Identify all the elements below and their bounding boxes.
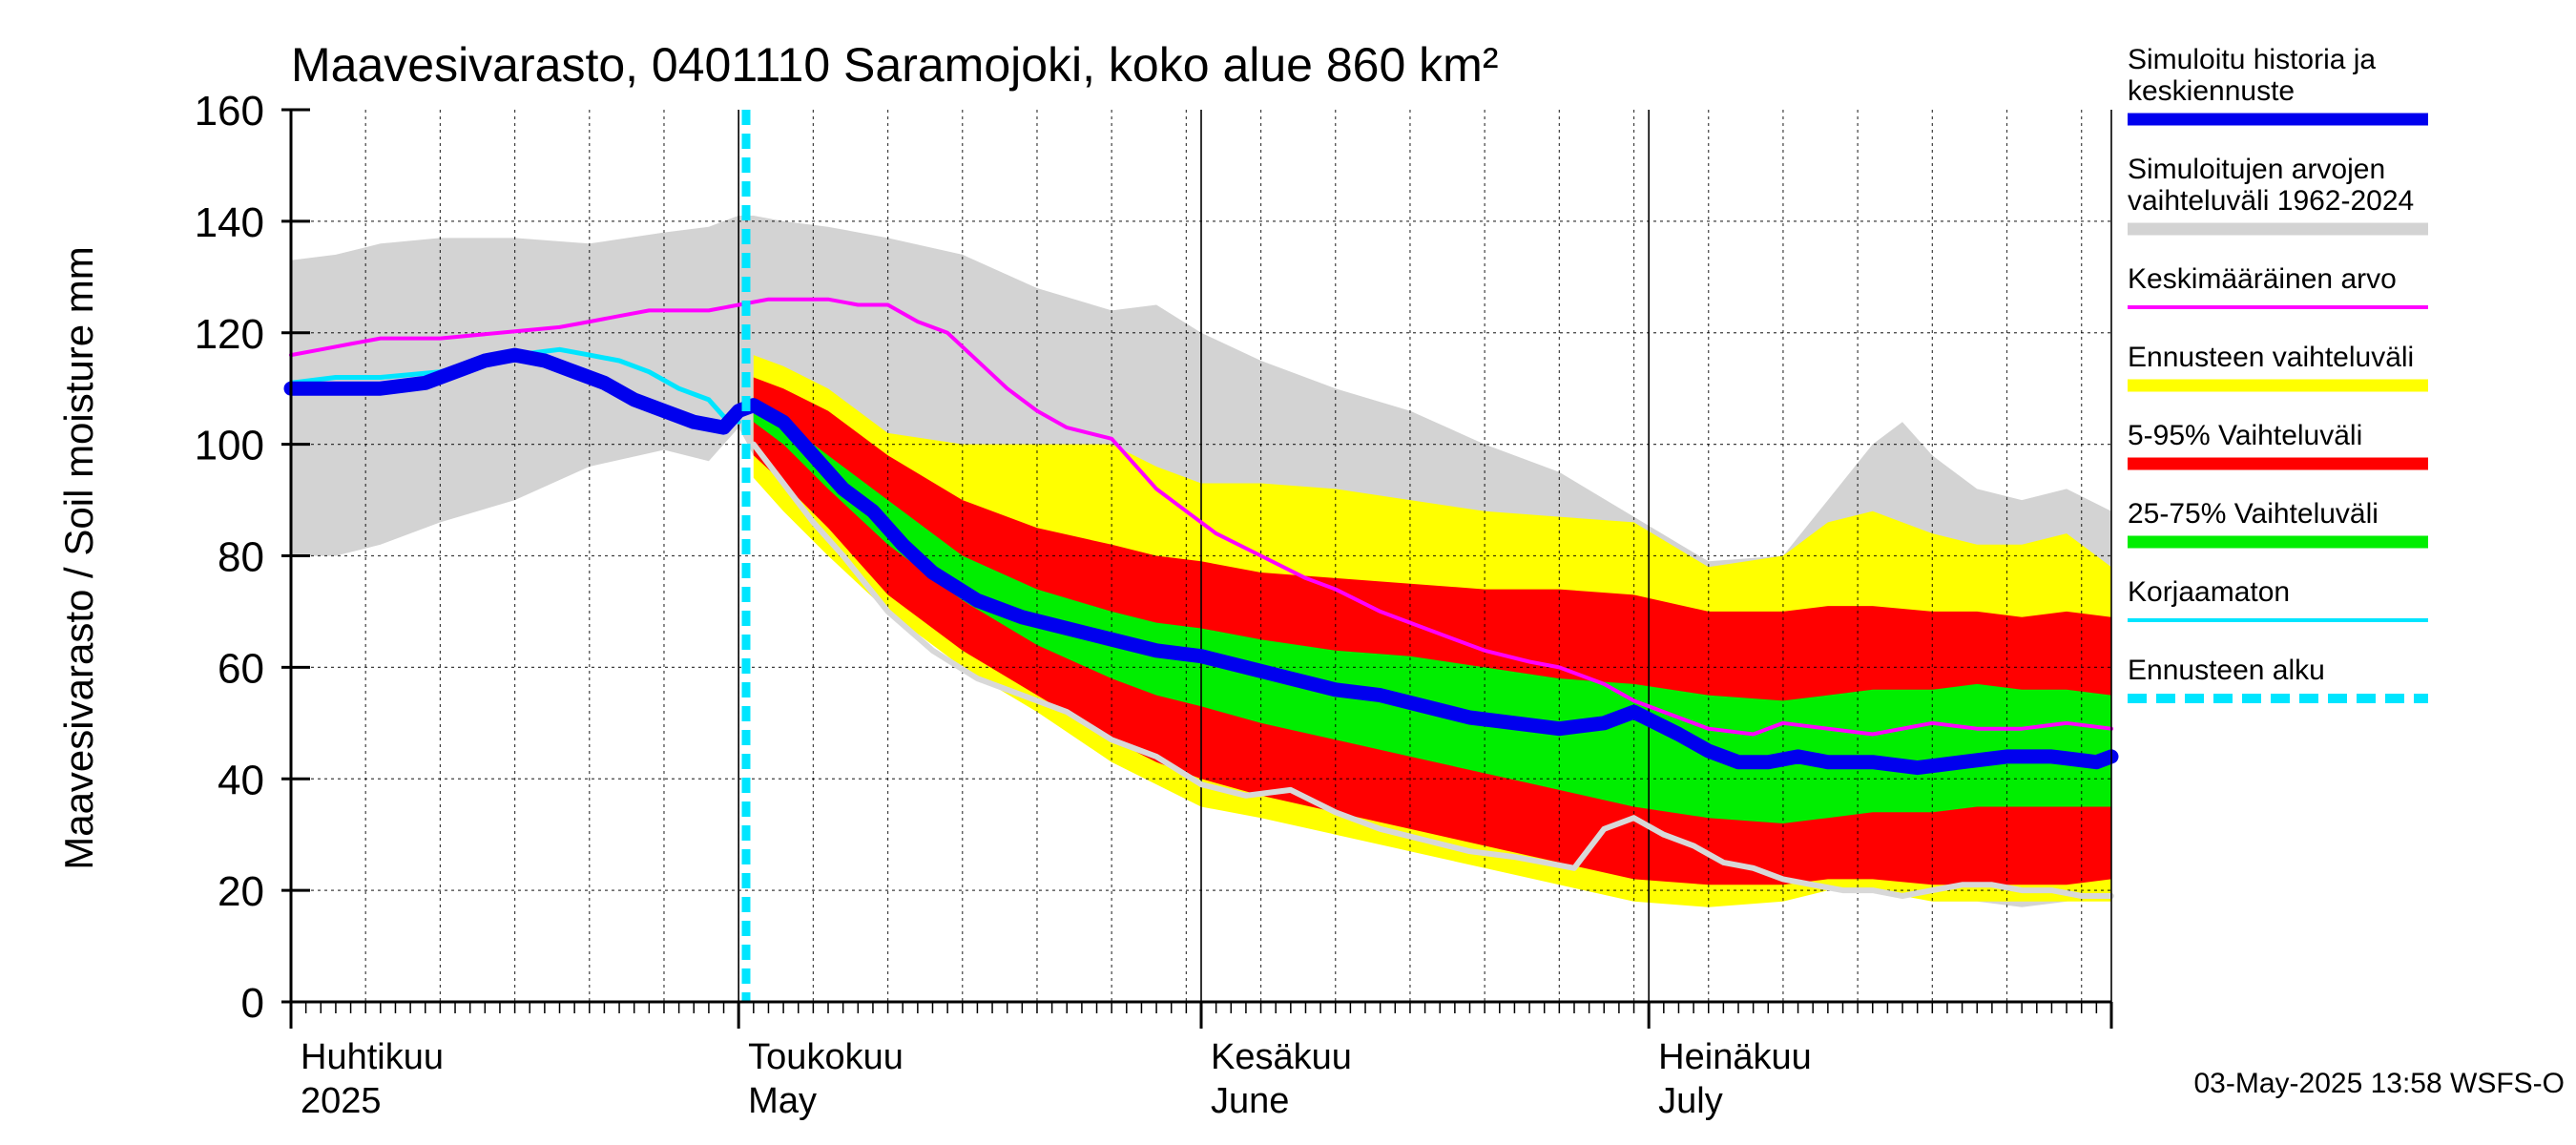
legend-label: Ennusteen vaihteluväli [2128,342,2414,373]
legend-label: keskiennuste [2128,75,2295,107]
month-sublabel: June [1211,1081,1289,1121]
uncorrected-line [288,346,741,425]
y-tick-label: 100 [195,423,264,469]
historical-trace-line [750,441,2114,899]
legend-label: Ennusteen alku [2128,655,2325,686]
month-label: Heinäkuu [1658,1037,1812,1077]
legend-label: Korjaamaton [2128,576,2290,608]
legend-label: 25-75% Vaihteluväli [2128,498,2379,530]
legend-label: Simuloitu historia ja [2128,44,2376,75]
mean-line [289,297,2113,737]
month-sublabel: 2025 [301,1081,382,1121]
legend-label: vaihteluväli 1962-2024 [2128,185,2414,217]
y-tick-label: 80 [218,534,264,581]
y-axis-label: Maavesivarasto / Soil moisture mm [56,246,101,870]
legend-label: Simuloitujen arvojen [2128,154,2385,185]
month-label: Kesäkuu [1211,1037,1352,1077]
legend-label: Keskimääräinen arvo [2128,263,2397,295]
y-tick-label: 160 [195,88,264,135]
chart-title: Maavesivarasto, 0401110 Saramojoki, koko… [291,38,1498,92]
simulated-mean-line [283,347,2119,776]
month-label: Huhtikuu [301,1037,444,1077]
legend-label: 5-95% Vaihteluväli [2128,420,2362,451]
month-label: Toukokuu [748,1037,904,1077]
p25-75-band [753,405,2111,823]
y-tick-label: 120 [195,311,264,358]
y-tick-label: 60 [218,645,264,692]
y-tick-label: 140 [195,199,264,246]
month-sublabel: May [748,1081,817,1121]
timestamp-footer: 03-May-2025 13:58 WSFS-O [2194,1068,2566,1099]
y-tick-label: 40 [218,757,264,803]
month-sublabel: July [1658,1081,1723,1121]
y-tick-label: 0 [241,980,264,1027]
y-tick-label: 20 [218,868,264,915]
